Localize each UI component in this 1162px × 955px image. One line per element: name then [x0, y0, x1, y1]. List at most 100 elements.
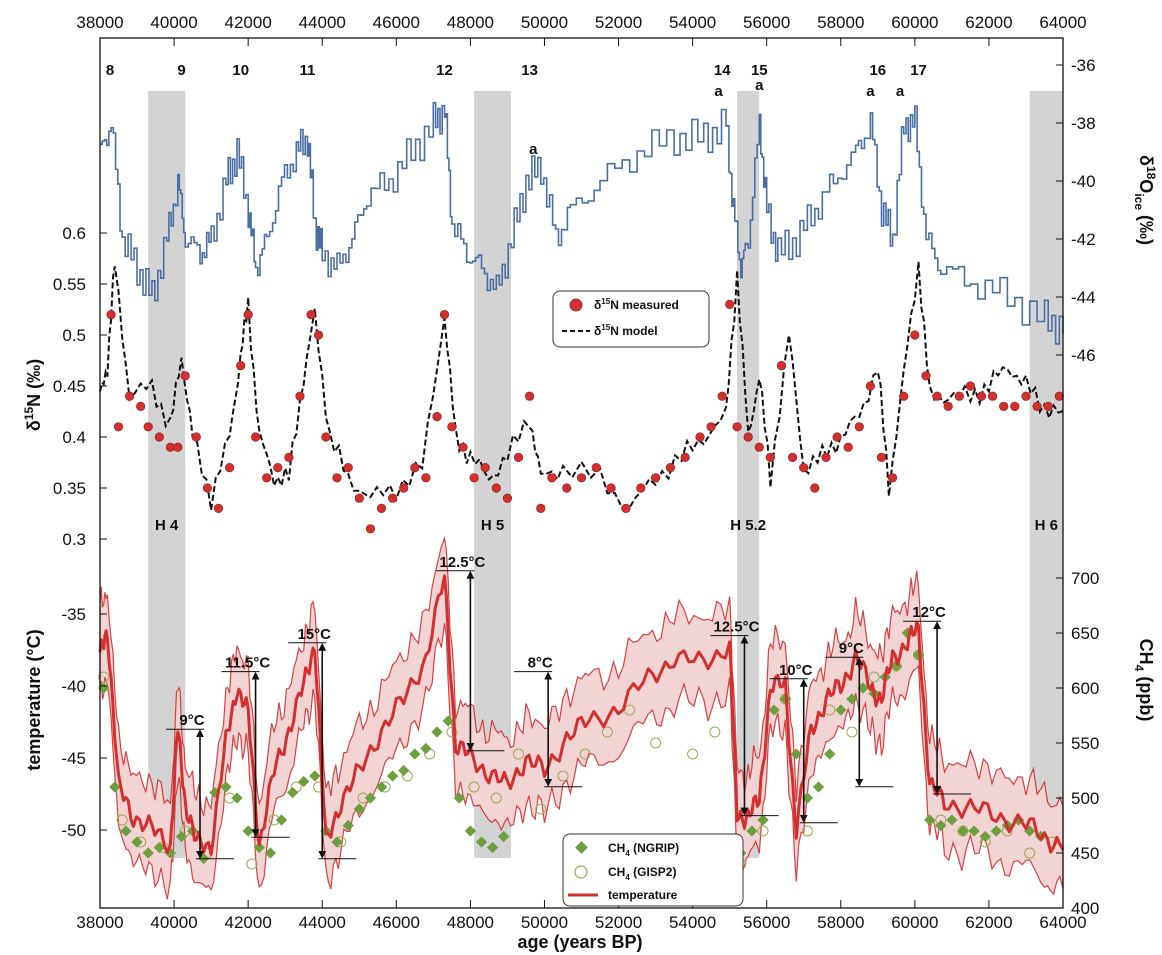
interstadial-label: 15 — [751, 62, 768, 79]
ch4-markers — [98, 627, 1058, 870]
x-tick-label-bottom: 40000 — [150, 913, 197, 932]
d15n-measured-point — [332, 473, 342, 483]
ch4-gisp2-point — [1024, 847, 1036, 859]
d15n-measured-point — [999, 401, 1009, 412]
d15n-measured-point — [706, 422, 716, 432]
d15n-measured-point — [976, 391, 987, 401]
legend-ngrip-label: CH4 (NGRIP) — [608, 841, 679, 858]
heinrich-band — [737, 91, 760, 858]
interstadial-label: 14 — [714, 62, 731, 79]
d15n-measured-point — [754, 442, 764, 452]
plot-frame — [99, 37, 1064, 909]
interstadial-label: 10 — [232, 62, 249, 79]
legend-d15n: δ15N measured δ15N model — [552, 290, 710, 348]
x-tick-label-bottom: 38000 — [76, 913, 123, 932]
d15n-measured-point — [1021, 391, 1031, 401]
y-tick-label-d18o: -46 — [1071, 346, 1096, 365]
ch4-ngrip-point — [298, 775, 310, 788]
legend-gisp2-marker — [574, 865, 588, 879]
d15n-measured-point — [1043, 401, 1053, 412]
d15n-measured-point — [321, 432, 331, 442]
ch4-ngrip-point — [364, 792, 377, 804]
d15n-measured-point — [143, 422, 153, 432]
amplitude-label: 10°C — [779, 662, 813, 679]
ch4-gisp2-point — [246, 858, 258, 870]
y-tick-label-temperature: -50 — [61, 821, 86, 840]
y-tick-label-d15n: 0.45 — [53, 377, 86, 396]
interstadial-label: 16 — [869, 62, 886, 79]
amplitude-label: 15°C — [297, 626, 331, 643]
x-tick-label-top: 38000 — [76, 13, 123, 32]
y-axis-title-temperature: temperature (°C) — [24, 629, 44, 770]
ch4-ngrip-point — [420, 742, 432, 755]
ch4-ngrip-point — [386, 770, 399, 782]
ch4-ngrip-point — [935, 819, 947, 832]
y-tick-label-d18o: -42 — [1071, 230, 1096, 249]
ch4-ngrip-point — [431, 726, 443, 738]
d15n-measured-point — [725, 299, 735, 310]
ch4-ngrip-point — [131, 836, 143, 848]
y-tick-label-d18o: -44 — [1071, 288, 1096, 307]
a-marker-label: a — [529, 141, 538, 158]
d15n-measured-point — [832, 432, 842, 442]
d15n-measured-point — [732, 422, 742, 432]
ch4-gisp2-point — [513, 748, 524, 760]
amplitude-label: 12.5°C — [713, 619, 759, 636]
x-tick-label-bottom: 56000 — [743, 913, 790, 932]
x-tick-label-bottom: 58000 — [817, 913, 864, 932]
interstadial-label: 11 — [299, 62, 315, 79]
ch4-ngrip-point — [353, 803, 365, 815]
ch4-ngrip-point — [442, 715, 454, 727]
ch4-ngrip-point — [924, 814, 936, 826]
d15n-measured-point — [910, 330, 920, 340]
ch4-gisp2-point — [98, 671, 110, 683]
x-tick-label-top: 46000 — [373, 13, 420, 32]
ch4-ngrip-point — [757, 814, 769, 826]
ch4-ngrip-point — [286, 786, 299, 799]
y-tick-label-ch4: 450 — [1071, 844, 1099, 863]
interstadial-label: 13 — [521, 62, 538, 79]
d15n-measured-point — [458, 442, 468, 452]
x-tick-label-bottom: 60000 — [891, 913, 938, 932]
ch4-ngrip-point — [957, 825, 969, 837]
x-axis-title: age (years BP) — [517, 932, 642, 952]
heinrich-band — [1029, 91, 1063, 858]
x-tick-label-bottom: 50000 — [521, 913, 568, 932]
x-tick-label-bottom: 42000 — [225, 913, 272, 932]
heinrich-label: H 4 — [155, 517, 179, 534]
ch4-ngrip-point — [220, 781, 232, 793]
d15n-measured-point — [876, 452, 887, 463]
d15n-measured-point — [899, 391, 909, 401]
y-tick-label-temperature: -35 — [61, 605, 86, 624]
d15n-measured-point — [636, 483, 646, 493]
legend-measured-label: δ15N measured — [594, 297, 679, 312]
ch4-ngrip-point — [498, 830, 510, 843]
d15n-measured-point — [987, 391, 998, 401]
d15n-measured-point — [1010, 401, 1020, 412]
x-tick-label-bottom: 54000 — [669, 913, 716, 932]
ch4-ngrip-point — [375, 781, 388, 793]
d15n-measured-point — [284, 452, 294, 463]
d15n-measured-point — [765, 452, 776, 463]
d15n-measured-point — [469, 473, 479, 483]
d15n-measured-point — [225, 463, 235, 473]
amplitude-label: 11.5°C — [225, 655, 270, 672]
d15n-measured-point — [799, 463, 809, 473]
ch4-ngrip-point — [486, 841, 499, 854]
x-tick-label-bottom: 44000 — [299, 913, 346, 932]
axis-ticks: 38000 38000 40000 40000 42000 42000 44000 44000… — [53, 13, 1099, 932]
d15n-measured-point — [932, 391, 942, 401]
ch4-ngrip-point — [824, 748, 836, 760]
y-tick-label-ch4: 600 — [1071, 679, 1099, 698]
ch4-ngrip-point — [153, 841, 165, 854]
legend-measured-marker — [569, 298, 583, 312]
legend-model-label: δ15N model — [594, 323, 658, 338]
ch4-ngrip-point — [142, 847, 154, 859]
a-marker-label: a — [896, 83, 905, 100]
ch4-ngrip-point — [475, 836, 488, 848]
d15n-measured-point — [887, 473, 898, 483]
x-tick-label-top: 40000 — [150, 13, 197, 32]
d15n-measured-point — [236, 361, 246, 371]
y-axis-title-d15n: δ15N (‰) — [22, 359, 44, 431]
ch4-ngrip-point — [464, 825, 477, 837]
